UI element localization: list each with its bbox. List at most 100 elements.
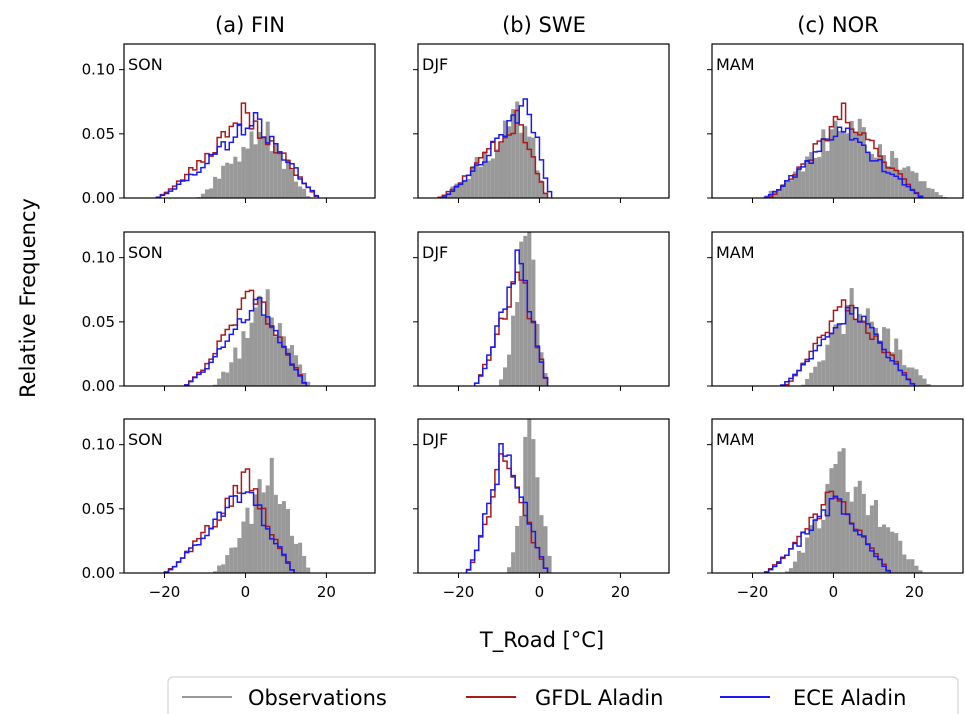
obs-bar [926,384,931,386]
obs-bar [829,129,834,198]
obs-bar [922,181,927,198]
obs-bar [821,360,826,386]
obs-bar [813,157,818,198]
obs-bar [910,559,915,573]
season-label: SON [128,243,163,262]
obs-bar [298,186,303,198]
obs-bar [877,526,883,573]
obs-bar [784,571,789,573]
column-title-fin: (a) FIN [215,13,285,37]
column-title-nor: (c) NOR [797,13,878,37]
obs-bar [245,338,250,386]
obs-bar [829,468,834,573]
obs-bar [914,369,919,386]
obs-bar [261,316,266,386]
obs-bar [535,170,540,198]
obs-bar [910,171,915,198]
ece-step-line [465,442,549,573]
obs-bar [882,524,887,573]
obs-bar [543,526,548,573]
obs-bar [458,183,463,198]
obs-bar [873,327,878,386]
obs-bar [849,121,854,198]
panel-frame [711,418,964,574]
obs-bar [482,151,487,198]
obs-bar [273,494,278,573]
obs-bar [527,136,532,198]
obs-bar [539,180,544,198]
obs-bar [906,559,911,573]
ece-step-line [780,306,916,386]
obs-bar [801,171,806,198]
obs-bar [539,515,544,573]
obs-bar [454,183,459,198]
obs-bar [837,323,842,386]
obs-bar [531,439,536,573]
obs-bar [906,367,911,386]
obs-bar [253,494,258,573]
panel-frame [711,43,964,199]
season-label: DJF [422,243,448,262]
y-tick-label: 0.10 [82,436,115,454]
x-tick-label: 0 [241,583,251,601]
obs-bar [918,375,923,386]
x-tick-label: 0 [829,583,839,601]
obs-bar [829,332,834,386]
obs-bar [519,241,524,386]
x-tick-label: 20 [317,583,336,601]
obs-bar [519,132,524,198]
season-label: MAM [716,55,755,74]
obs-bar [922,378,927,386]
obs-bar [229,547,234,573]
obs-bar [294,181,299,198]
season-label: DJF [422,55,448,74]
legend-label-observations: Observations [248,686,387,710]
obs-bar [841,334,846,386]
obs-bar [861,319,866,386]
obs-bar [825,150,830,198]
panel-frame [123,43,376,199]
obs-bar [910,367,915,386]
legend-label-gfdl: GFDL Aladin [535,686,663,710]
obs-bar [233,156,238,198]
obs-bar [213,571,218,573]
obs-bar [797,550,802,573]
obs-bar [281,336,286,386]
obs-bar [877,144,883,198]
panel-bswe-djf: DJF [413,231,670,391]
obs-bar [886,527,891,573]
obs-bar [918,181,923,198]
obs-bar [894,533,899,573]
obs-bar [225,372,230,386]
panel-frame [417,231,670,387]
obs-bar [277,504,282,573]
obs-bar [805,156,810,198]
ece-step-line [155,112,320,199]
panel-afin-djf: DJF [413,43,670,203]
obs-bar [237,161,242,198]
obs-bar [817,361,822,386]
obs-bar [813,366,818,386]
ece-step-line [763,495,891,573]
obs-bar [269,151,274,198]
obs-bar [225,162,230,198]
y-tick-label: 0.10 [82,61,115,79]
panel-cnor-son: SON 0.00 0.05 0.10 −20 0 20 [82,418,376,601]
obs-bar [507,354,512,386]
obs-bar [474,157,479,198]
obs-bar [776,188,781,198]
obs-bar [918,570,923,573]
obs-bar [821,129,826,198]
x-axis-label: T_Road [°C] [479,628,604,653]
obs-bar [498,142,504,198]
obs-bar [217,378,222,386]
obs-bar [277,151,282,198]
y-tick-label: 0.10 [82,249,115,267]
obs-bar [273,144,278,198]
obs-bar [890,531,895,573]
obs-bar [890,352,895,386]
panel-frame [417,43,670,199]
obs-bar [523,235,528,386]
obs-bar [535,323,540,386]
ece-step-line [183,297,307,386]
